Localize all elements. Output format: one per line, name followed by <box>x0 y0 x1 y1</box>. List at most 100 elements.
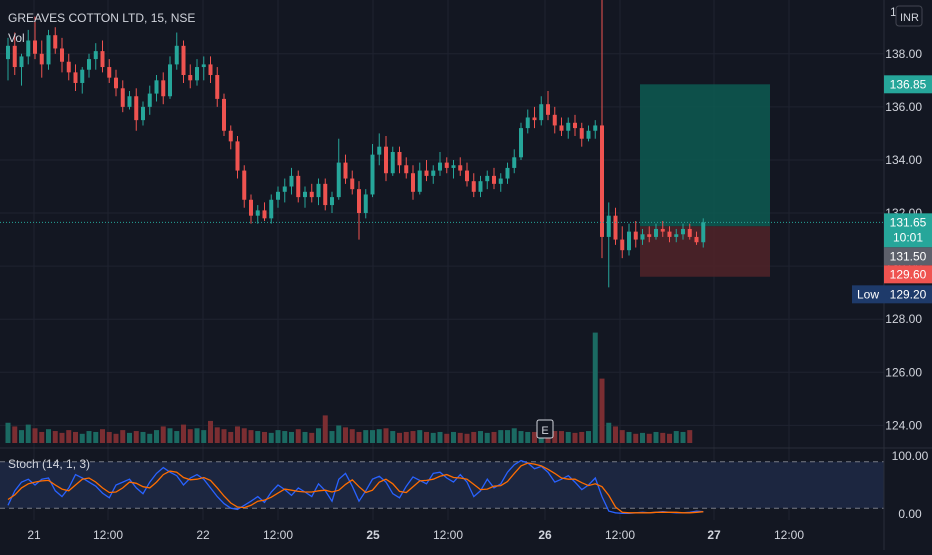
currency-button[interactable] <box>895 5 923 27</box>
price-tick-label: 126.00 <box>885 365 922 379</box>
volume-bar <box>532 431 537 443</box>
candle-body <box>519 128 523 158</box>
volume-bar <box>46 429 51 443</box>
volume-bar <box>181 424 186 443</box>
volume-bar <box>383 428 389 443</box>
candle-body <box>687 228 692 237</box>
volume-bar <box>464 433 470 443</box>
volume-bar <box>626 431 632 443</box>
volume-bar <box>356 431 362 443</box>
volume-bar <box>592 332 598 443</box>
candle-body <box>100 51 105 68</box>
candle-body <box>505 167 510 179</box>
currency-label: INR <box>900 12 919 24</box>
volume-bar <box>579 431 585 443</box>
volume-bar <box>680 431 686 443</box>
candle-body <box>485 175 490 182</box>
low-price-name: Low <box>857 287 879 301</box>
candle-body <box>309 191 314 198</box>
candle-body <box>147 93 152 107</box>
volume-bar <box>424 431 429 443</box>
volume-bar <box>295 429 301 443</box>
candle-body <box>235 141 240 171</box>
candle-body <box>208 64 213 76</box>
candle-body <box>154 80 159 94</box>
volume-bar <box>565 431 571 443</box>
volume-bar <box>646 433 652 443</box>
volume-bar <box>309 432 315 443</box>
candle-body <box>330 197 334 206</box>
stoch-tick-label: 0.00 <box>898 507 922 521</box>
volume-bar <box>100 429 105 443</box>
volume-bar <box>316 428 321 443</box>
time-tick-label: 12:00 <box>774 528 804 542</box>
candle-body <box>384 146 388 174</box>
candle-body <box>134 96 139 121</box>
candle-body <box>654 228 658 237</box>
volume-bar <box>660 432 666 443</box>
candle-body <box>701 222 706 243</box>
volume-bar <box>322 415 328 443</box>
current-price-time: 10:01 <box>893 230 923 244</box>
volume-bar <box>241 428 247 443</box>
volume-bar <box>248 430 254 443</box>
candle-body <box>141 106 145 121</box>
volume-bar <box>687 430 693 443</box>
candle-body <box>222 98 226 131</box>
volume-bar <box>59 432 65 443</box>
volume-bar <box>154 430 159 443</box>
candle-body <box>559 125 564 131</box>
volume-bar <box>559 431 564 443</box>
volume-bar <box>19 430 24 443</box>
volume-bar <box>113 433 119 443</box>
candle-body <box>681 228 685 235</box>
volume-bar <box>410 431 416 443</box>
candle-body <box>127 96 132 107</box>
volume-bar <box>133 431 139 443</box>
candle-body <box>6 45 10 60</box>
volume-bar <box>525 431 531 443</box>
volume-bar <box>221 429 227 443</box>
volume-bar <box>484 432 490 443</box>
volume-bar <box>336 425 342 443</box>
time-tick-label: 21 <box>27 528 41 542</box>
volume-bar <box>25 424 31 443</box>
candle-body <box>262 210 267 219</box>
candle-body <box>647 234 652 237</box>
candle-body <box>33 40 37 54</box>
candle-body <box>19 56 24 68</box>
candles: E <box>6 0 706 439</box>
candle-body <box>465 170 469 182</box>
candle-body <box>404 165 409 174</box>
volume-bar <box>79 433 85 443</box>
candle-body <box>73 72 78 83</box>
stochastic-pane <box>0 447 932 515</box>
candle-body <box>573 122 577 129</box>
currency-prefix: 1 <box>890 5 897 19</box>
candle-body <box>107 67 112 78</box>
volume-bar <box>653 431 659 443</box>
volume-bar <box>417 430 423 443</box>
volume-bar <box>167 428 173 443</box>
volume-bar <box>430 432 436 443</box>
candle-body <box>53 35 58 49</box>
candle-body <box>188 75 193 81</box>
candle-body <box>168 64 172 97</box>
volume-bar <box>160 426 166 443</box>
candle-body <box>633 231 638 240</box>
volume-bar <box>518 431 524 443</box>
volume-bar <box>12 426 18 443</box>
candle-body <box>525 117 530 129</box>
candle-body <box>451 165 456 168</box>
candle-body <box>12 45 17 68</box>
candle-body <box>390 151 395 174</box>
current-price-badge <box>884 213 932 248</box>
candle-body <box>566 122 571 131</box>
candle-body <box>242 170 247 200</box>
target-price-badge <box>884 75 932 94</box>
candle-body <box>201 64 206 68</box>
low-price-badge <box>852 285 932 304</box>
candle-body <box>363 194 368 214</box>
